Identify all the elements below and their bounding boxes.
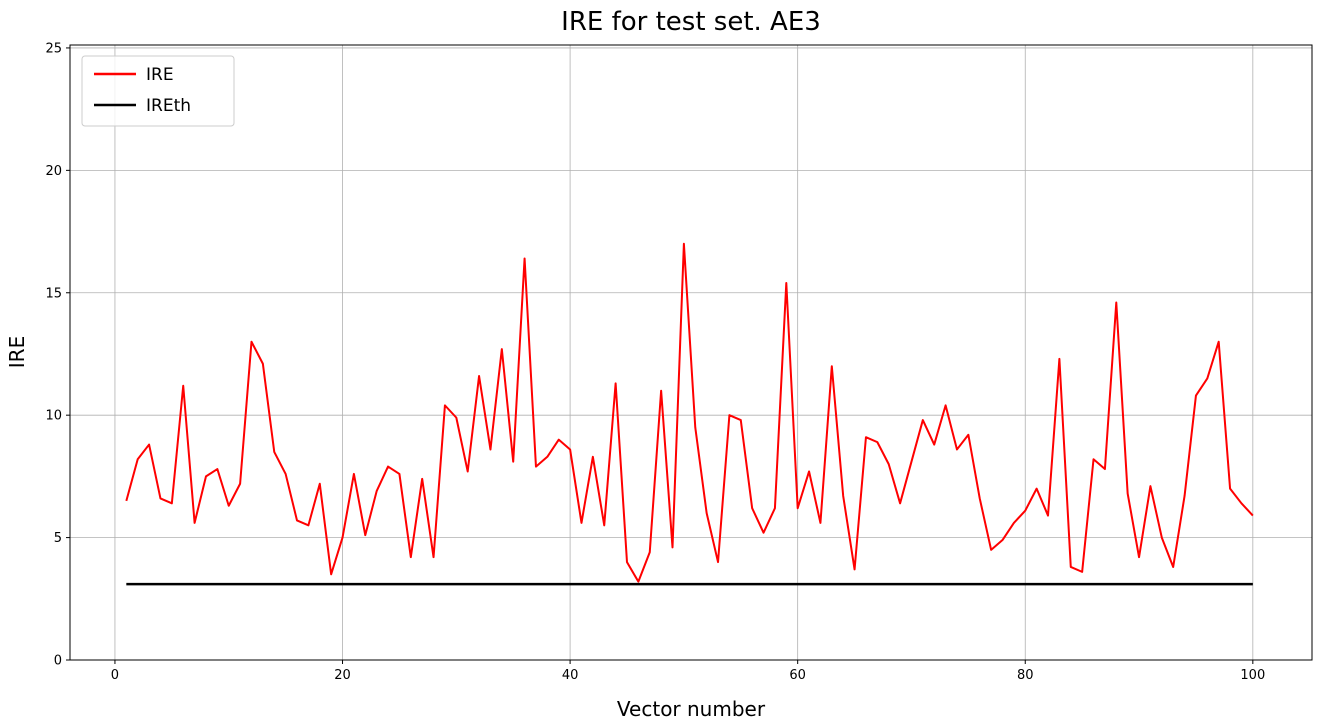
x-tick-label: 20 [334, 668, 351, 683]
series-line-ire [125, 242, 1254, 583]
legend-label-ireth: IREth [146, 96, 191, 116]
plot-frame [69, 44, 1313, 661]
x-axis-label: Vector number [617, 697, 766, 721]
x-tick-label: 40 [562, 668, 579, 683]
y-tick-label: 25 [45, 41, 62, 56]
series-lines [125, 242, 1254, 586]
x-tick-label: 0 [111, 668, 119, 683]
y-tick-label: 15 [45, 286, 62, 301]
y-tick-label: 0 [54, 654, 62, 669]
x-tick-label: 80 [1017, 668, 1034, 683]
y-axis-label: IRE [5, 336, 29, 368]
y-tick-label: 10 [45, 409, 62, 424]
y-tick-label: 5 [54, 531, 62, 546]
x-tick-label: 60 [789, 668, 806, 683]
y-tick-label: 20 [45, 164, 62, 179]
chart-title: IRE for test set. AE3 [561, 7, 821, 37]
axis-ticks: 0 20 40 60 80 100 0 5 10 15 20 25 [45, 41, 1265, 683]
legend-label-ire: IRE [146, 65, 174, 85]
x-tick-label: 100 [1240, 668, 1265, 683]
legend: IRE IREth [81, 55, 235, 127]
